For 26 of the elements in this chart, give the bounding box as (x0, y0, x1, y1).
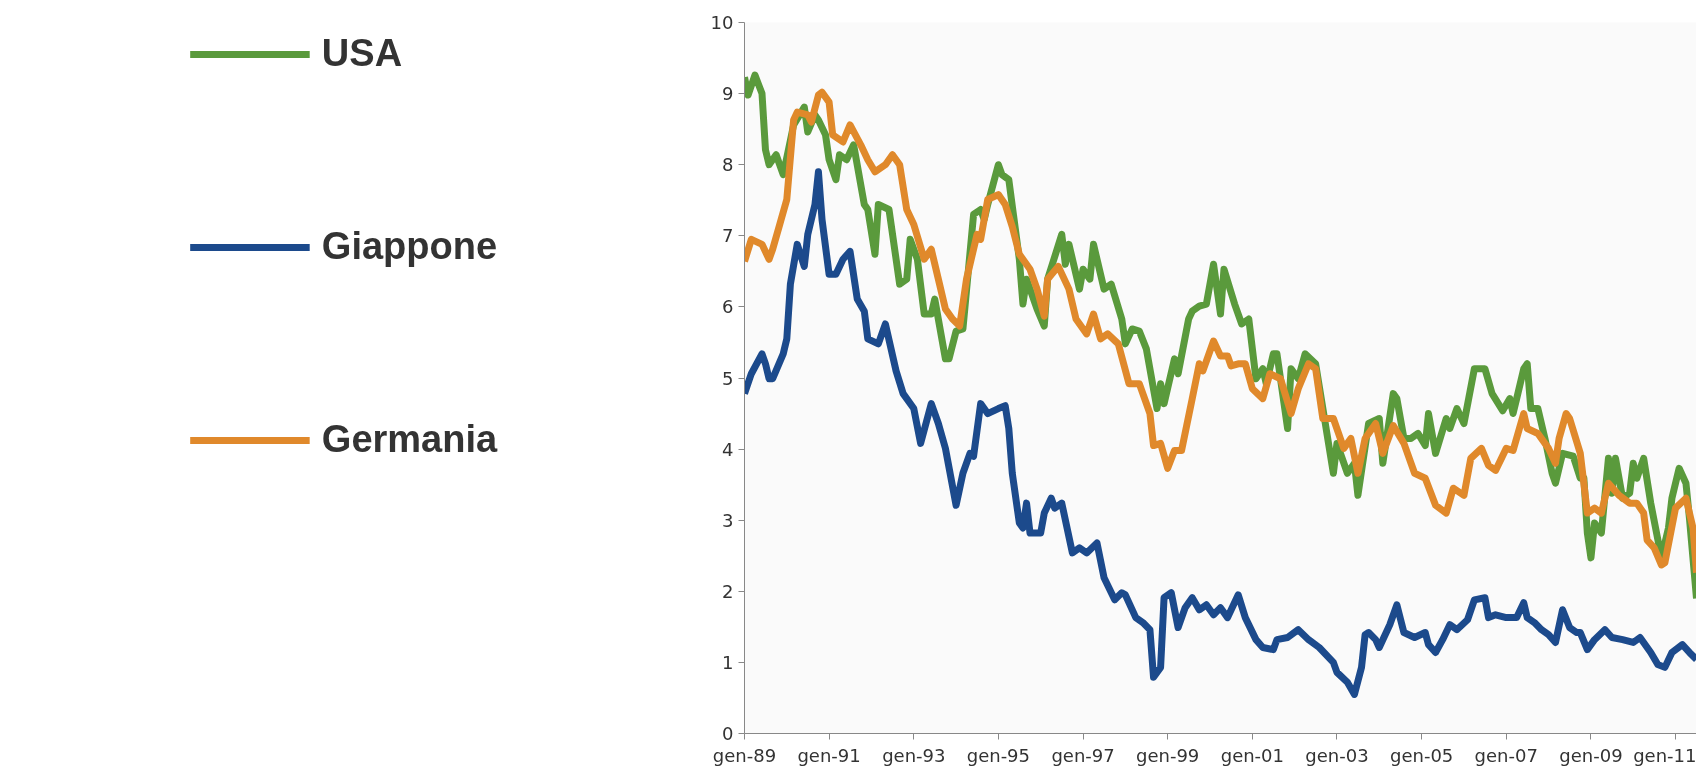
legend-label: USA (321, 32, 403, 75)
x-tick-label: gen-93 (882, 744, 946, 766)
y-tick-label: 10 (710, 12, 734, 33)
x-tick-label: gen-07 (1474, 744, 1538, 766)
x-tick-label: gen-01 (1220, 744, 1285, 766)
x-tick-label: gen-11 (1633, 744, 1696, 766)
y-tick-label: 1 (722, 651, 734, 673)
y-tick-label: 7 (722, 225, 734, 247)
y-tick-label: 3 (722, 509, 734, 531)
x-tick-label: gen-91 (797, 744, 861, 766)
x-tick-label: gen-99 (1136, 744, 1200, 766)
y-tick-label: 8 (722, 154, 734, 176)
legend-label: Giappone (321, 225, 498, 268)
y-tick-label: 4 (722, 438, 734, 460)
x-tick-label: gen-03 (1305, 744, 1369, 766)
y-tick-label: 2 (722, 580, 734, 602)
x-tick-label: gen-89 (712, 744, 777, 766)
y-tick-label: 0 (722, 723, 734, 744)
y-tick-label: 9 (722, 83, 734, 105)
x-tick-label: gen-95 (966, 744, 1031, 766)
x-tick-label: gen-09 (1559, 744, 1623, 766)
x-tick-label: gen-05 (1390, 744, 1454, 766)
y-tick-label: 5 (722, 367, 734, 389)
x-tick-label: gen-97 (1051, 744, 1115, 766)
y-tick-label: 6 (722, 296, 734, 318)
legend-label: Germania (321, 418, 498, 461)
